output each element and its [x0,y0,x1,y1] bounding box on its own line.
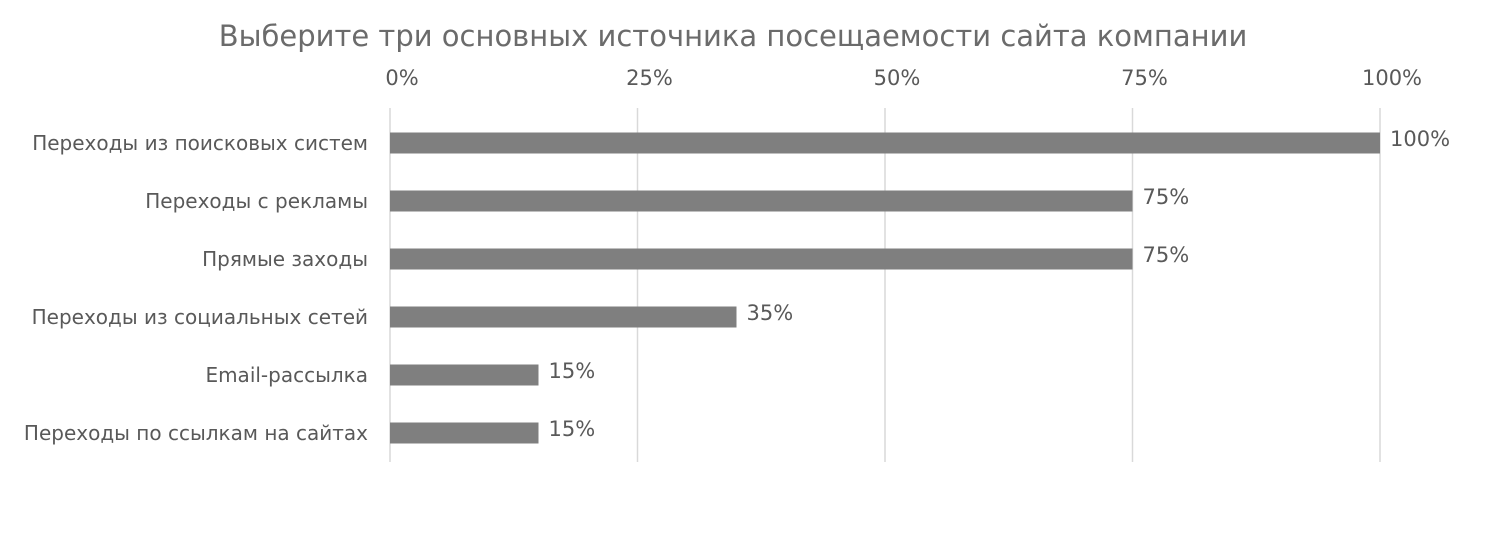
x-tick-label: 25% [626,66,673,90]
category-label: Email-рассылка [205,363,368,387]
data-label: 35% [747,301,794,325]
bar [390,132,1380,154]
data-label: 15% [549,359,596,383]
category-labels: Переходы из поисковых систем Переходы с р… [24,131,368,445]
grid-lines [389,108,1381,462]
bar [390,306,737,328]
x-axis-ticks: 0% 25% 50% 75% 100% [385,66,1422,90]
bar [390,364,539,386]
chart-title: Выберите три основных источника посещаем… [219,19,1248,53]
category-label: Переходы с рекламы [145,189,368,213]
category-label: Прямые заходы [202,247,368,271]
bar [390,422,539,444]
category-label: Переходы из поисковых систем [32,131,368,155]
category-label: Переходы по ссылкам на сайтах [24,421,368,445]
bar [390,190,1133,212]
data-label: 15% [549,417,596,441]
value-labels: 100% 75% 75% 35% 15% 15% [549,127,1451,441]
category-label: Переходы из социальных сетей [32,305,368,329]
x-tick-label: 100% [1362,66,1422,90]
x-tick-label: 75% [1121,66,1168,90]
x-tick-label: 0% [385,66,418,90]
x-tick-label: 50% [874,66,921,90]
data-label: 75% [1143,185,1190,209]
bars [390,132,1380,444]
data-label: 100% [1390,127,1450,151]
bar [390,248,1133,270]
data-label: 75% [1143,243,1190,267]
